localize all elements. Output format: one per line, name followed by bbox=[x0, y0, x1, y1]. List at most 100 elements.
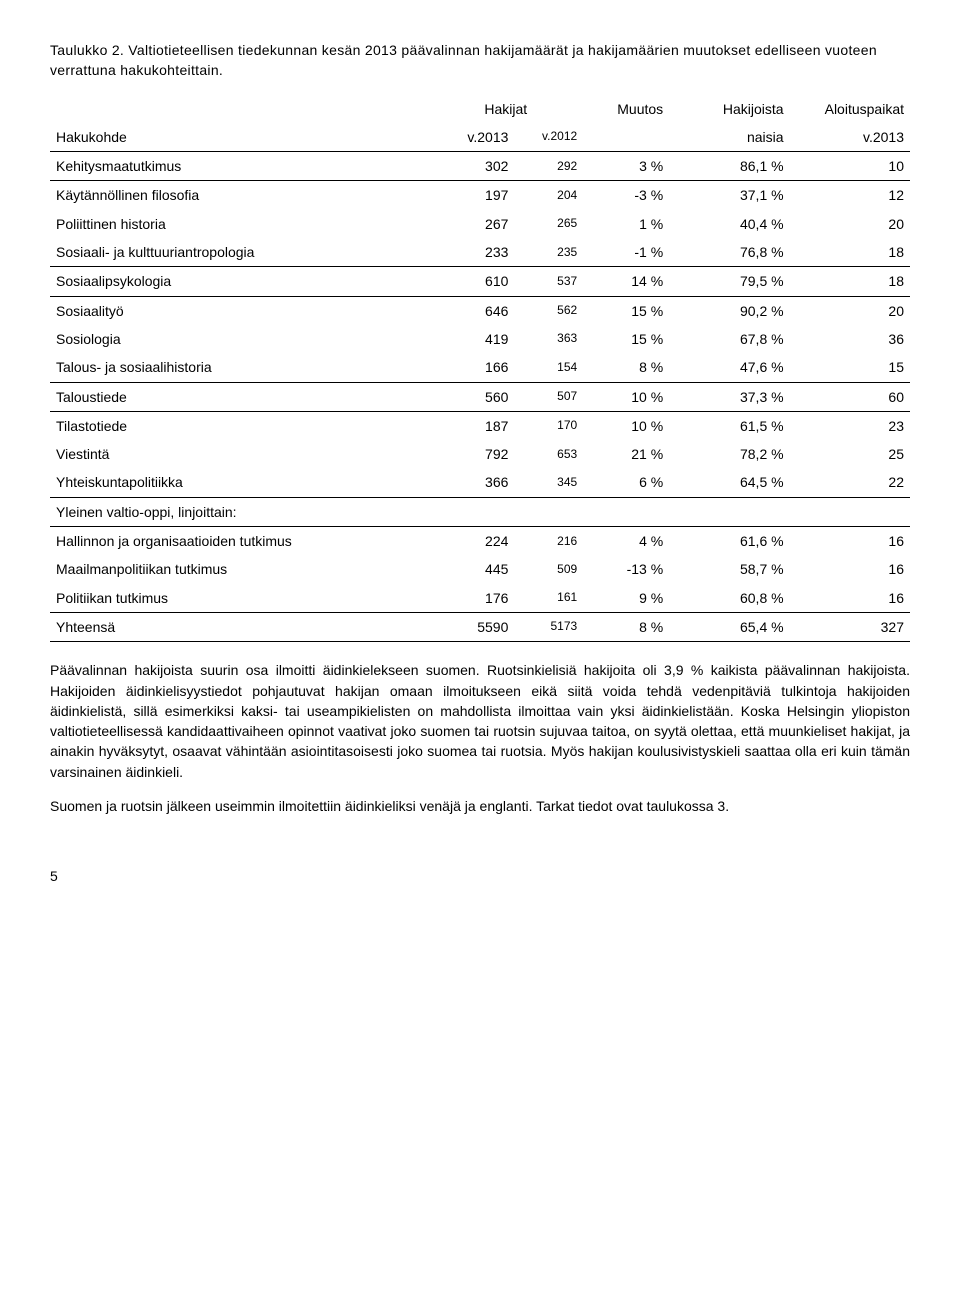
cell: -13 % bbox=[583, 555, 669, 583]
cell: 78,2 % bbox=[669, 440, 789, 468]
hdr-hakijoista: Hakijoista bbox=[669, 95, 789, 123]
cell: 224 bbox=[428, 527, 514, 556]
cell: 562 bbox=[514, 296, 583, 325]
hdr-muutos: Muutos bbox=[583, 95, 669, 123]
cell: 90,2 % bbox=[669, 296, 789, 325]
cell: 363 bbox=[514, 325, 583, 353]
cell: 265 bbox=[514, 210, 583, 238]
cell: 292 bbox=[514, 152, 583, 181]
hdr-hakukohde: Hakukohde bbox=[50, 123, 428, 152]
cell: 302 bbox=[428, 152, 514, 181]
cell: Poliittinen historia bbox=[50, 210, 428, 238]
cell: 216 bbox=[514, 527, 583, 556]
cell: Yhteiskuntapolitiikka bbox=[50, 468, 428, 497]
cell: 64,5 % bbox=[669, 468, 789, 497]
cell: Sosiaali- ja kulttuuriantropologia bbox=[50, 238, 428, 267]
cell: 267 bbox=[428, 210, 514, 238]
table-row: Talous- ja sosiaalihistoria1661548 %47,6… bbox=[50, 353, 910, 382]
cell: 1 % bbox=[583, 210, 669, 238]
cell: 16 bbox=[790, 527, 910, 556]
cell: Politiikan tutkimus bbox=[50, 584, 428, 613]
cell: 509 bbox=[514, 555, 583, 583]
cell: 187 bbox=[428, 411, 514, 440]
cell: 10 % bbox=[583, 411, 669, 440]
cell: Sosiaalityö bbox=[50, 296, 428, 325]
cell: Talous- ja sosiaalihistoria bbox=[50, 353, 428, 382]
cell: Maailmanpolitiikan tutkimus bbox=[50, 555, 428, 583]
cell: 15 bbox=[790, 353, 910, 382]
cell: Hallinnon ja organisaatioiden tutkimus bbox=[50, 527, 428, 556]
hdr-v2013: v.2013 bbox=[428, 123, 514, 152]
cell: Viestintä bbox=[50, 440, 428, 468]
total-c5: 327 bbox=[790, 612, 910, 641]
data-table: Hakijat Muutos Hakijoista Aloituspaikat … bbox=[50, 95, 910, 643]
cell: -3 % bbox=[583, 181, 669, 210]
cell: 419 bbox=[428, 325, 514, 353]
hdr-naisia: naisia bbox=[669, 123, 789, 152]
hdr-hakijat: Hakijat bbox=[428, 95, 583, 123]
subheader-row: Yleinen valtio-oppi, linjoittain: bbox=[50, 497, 910, 526]
cell: 792 bbox=[428, 440, 514, 468]
cell: 23 bbox=[790, 411, 910, 440]
cell: Taloustiede bbox=[50, 382, 428, 411]
table-caption: Taulukko 2. Valtiotieteellisen tiedekunn… bbox=[50, 40, 910, 81]
cell: -1 % bbox=[583, 238, 669, 267]
header-row-2: Hakukohde v.2013 v.2012 naisia v.2013 bbox=[50, 123, 910, 152]
table-row: Käytännöllinen filosofia197204-3 %37,1 %… bbox=[50, 181, 910, 210]
cell: 20 bbox=[790, 210, 910, 238]
cell: 4 % bbox=[583, 527, 669, 556]
total-c4: 65,4 % bbox=[669, 612, 789, 641]
cell: 18 bbox=[790, 267, 910, 296]
cell: 40,4 % bbox=[669, 210, 789, 238]
cell: 58,7 % bbox=[669, 555, 789, 583]
cell: 61,5 % bbox=[669, 411, 789, 440]
cell: 9 % bbox=[583, 584, 669, 613]
cell: 14 % bbox=[583, 267, 669, 296]
page-number: 5 bbox=[50, 866, 910, 886]
cell: 197 bbox=[428, 181, 514, 210]
cell: 10 bbox=[790, 152, 910, 181]
cell: 646 bbox=[428, 296, 514, 325]
cell: 60,8 % bbox=[669, 584, 789, 613]
cell: 166 bbox=[428, 353, 514, 382]
cell: 653 bbox=[514, 440, 583, 468]
cell: 537 bbox=[514, 267, 583, 296]
cell: 176 bbox=[428, 584, 514, 613]
cell: 507 bbox=[514, 382, 583, 411]
cell: 3 % bbox=[583, 152, 669, 181]
cell: 170 bbox=[514, 411, 583, 440]
total-label: Yhteensä bbox=[50, 612, 428, 641]
cell: 79,5 % bbox=[669, 267, 789, 296]
total-c3: 8 % bbox=[583, 612, 669, 641]
hdr-v2012: v.2012 bbox=[514, 123, 583, 152]
cell: 10 % bbox=[583, 382, 669, 411]
cell: 21 % bbox=[583, 440, 669, 468]
table-row: Taloustiede56050710 %37,3 %60 bbox=[50, 382, 910, 411]
cell: 25 bbox=[790, 440, 910, 468]
cell: 445 bbox=[428, 555, 514, 583]
cell: 366 bbox=[428, 468, 514, 497]
cell: 15 % bbox=[583, 296, 669, 325]
table-row: Tilastotiede18717010 %61,5 %23 bbox=[50, 411, 910, 440]
table-row: Hallinnon ja organisaatioiden tutkimus22… bbox=[50, 527, 910, 556]
cell: 345 bbox=[514, 468, 583, 497]
cell: 20 bbox=[790, 296, 910, 325]
table-row: Poliittinen historia2672651 %40,4 %20 bbox=[50, 210, 910, 238]
table-row: Viestintä79265321 %78,2 %25 bbox=[50, 440, 910, 468]
table-row: Politiikan tutkimus1761619 %60,8 %16 bbox=[50, 584, 910, 613]
hdr-v2013b: v.2013 bbox=[790, 123, 910, 152]
cell: 37,1 % bbox=[669, 181, 789, 210]
paragraph-2: Suomen ja ruotsin jälkeen useimmin ilmoi… bbox=[50, 796, 910, 816]
cell: 36 bbox=[790, 325, 910, 353]
paragraph-1: Päävalinnan hakijoista suurin osa ilmoit… bbox=[50, 660, 910, 782]
cell: 6 % bbox=[583, 468, 669, 497]
hdr-aloituspaikat: Aloituspaikat bbox=[790, 95, 910, 123]
table-row: Maailmanpolitiikan tutkimus445509-13 %58… bbox=[50, 555, 910, 583]
cell: 47,6 % bbox=[669, 353, 789, 382]
table-row: Sosiaalityö64656215 %90,2 %20 bbox=[50, 296, 910, 325]
table-row: Yhteiskuntapolitiikka3663456 %64,5 %22 bbox=[50, 468, 910, 497]
header-row-1: Hakijat Muutos Hakijoista Aloituspaikat bbox=[50, 95, 910, 123]
cell: 18 bbox=[790, 238, 910, 267]
cell: 61,6 % bbox=[669, 527, 789, 556]
cell: 16 bbox=[790, 584, 910, 613]
